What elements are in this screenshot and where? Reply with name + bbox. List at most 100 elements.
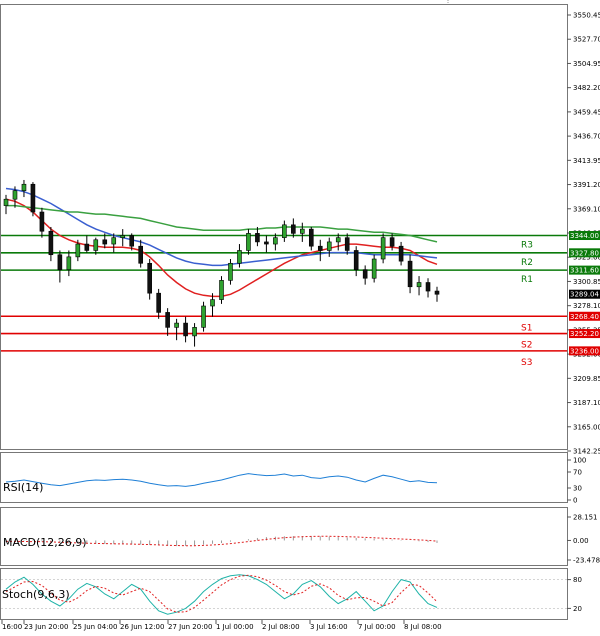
candle-body [398, 245, 404, 262]
time-tick-label: 1 Jul 00:00 [216, 623, 254, 631]
candle-body [183, 322, 188, 337]
level-label-r1: R1 [521, 275, 533, 285]
level-tag-value: 3252.20 [570, 330, 599, 338]
candle [39, 207, 45, 238]
candle-body [291, 224, 296, 234]
price-tick-label: 3278.10 [573, 302, 600, 310]
candle-body [102, 239, 108, 245]
macd-tick-label: -23.478 [573, 557, 600, 565]
stoch-d-line [5, 574, 438, 613]
price-tick-label: 3300.85 [573, 278, 600, 286]
candle-body [174, 322, 179, 328]
price-tick-label: 3413.95 [573, 157, 600, 165]
candle [219, 276, 224, 304]
candle [434, 286, 440, 302]
candle-body [111, 237, 117, 245]
candle-body [84, 243, 90, 251]
candle-body [3, 198, 9, 206]
time-tick-label: 7 Jul 00:00 [358, 623, 396, 631]
rsi-tick-label: 100 [573, 457, 586, 465]
candle-body [120, 235, 126, 238]
stoch-tick-label: 20 [573, 605, 582, 613]
current-price-bg [569, 289, 600, 299]
candle [371, 254, 377, 283]
price-tick-label: 3436.70 [573, 133, 600, 141]
macd-tick-label: 0.00 [573, 537, 589, 545]
candle-body [273, 237, 278, 245]
candle-body [192, 327, 197, 337]
rsi-tick-label: 70 [573, 469, 582, 477]
current-price-tag: 3289.04 [569, 289, 600, 299]
level-tag-value: 3236.00 [570, 347, 599, 355]
candle-body [237, 250, 242, 264]
candle-body [21, 183, 27, 191]
price-tick-label: 3369.10 [573, 205, 600, 213]
candle [57, 250, 63, 283]
candle-body [362, 269, 368, 279]
candle [66, 250, 72, 277]
candle-body [371, 258, 377, 279]
candle [192, 323, 197, 347]
candle-body [66, 256, 72, 270]
level-tag-bg [569, 311, 600, 321]
rsi-tick-label: 0 [573, 497, 577, 505]
time-tick-label: 16:00 [2, 623, 22, 631]
candle [344, 233, 350, 255]
rsi-line [5, 473, 438, 487]
candle-body [129, 235, 135, 247]
candle [317, 239, 323, 262]
macd-panel-frame [0, 507, 568, 566]
price-tick-label: 3323.60 [573, 254, 600, 262]
level-tag-bg [569, 329, 600, 339]
candle [389, 233, 395, 251]
candle-body [165, 312, 170, 328]
candle-body [48, 230, 54, 256]
candle [201, 301, 206, 332]
price-tick-label: 3391.20 [573, 181, 600, 189]
level-tag-value: 3268.40 [570, 313, 599, 321]
moving-average-line-3 [6, 204, 438, 243]
candle [282, 220, 287, 242]
candle-body [434, 290, 440, 295]
candle [129, 233, 135, 251]
time-tick-label: 2 Jul 08:00 [262, 623, 300, 631]
stoch-label: Stoch(9,6,3) [2, 588, 70, 601]
current-price-value: 3289.04 [570, 291, 599, 299]
stoch-panel: 80 20 [1, 574, 582, 615]
candle-body [138, 245, 143, 264]
level-tag-value: 3344.00 [570, 232, 599, 240]
price-panel-frame [0, 4, 568, 450]
candle [416, 276, 422, 296]
candle-body [282, 224, 287, 238]
candle [84, 235, 90, 253]
candle [165, 308, 170, 336]
candle [353, 246, 359, 277]
rsi-label: RSI(14) [3, 481, 43, 494]
candle-body [416, 282, 422, 288]
level-label-s2: S2 [521, 341, 532, 351]
candle-body [407, 260, 413, 288]
level-tag-bg [569, 346, 600, 356]
candle [174, 318, 179, 341]
candle-body [201, 305, 206, 328]
candle-body [380, 237, 386, 260]
candle [156, 288, 161, 319]
macd-tick-label: 28.151 [573, 514, 598, 522]
candle [255, 226, 260, 247]
candle-body [425, 282, 431, 292]
candle-body [75, 243, 81, 258]
candle [210, 293, 215, 317]
candle-body [308, 228, 314, 247]
time-tick-label: 26 Jun 12:00 [120, 623, 164, 631]
candle-body [12, 190, 18, 200]
level-tags: 3344.00 3327.80 3311.60 3268.40 3252.20 3236.… [569, 231, 600, 356]
candle [102, 233, 108, 249]
level-label-s1: S1 [521, 323, 532, 333]
macd-panel: 28.151 0.00 -23.478 [5, 514, 600, 565]
candle [380, 233, 386, 264]
level-tag-bg [569, 231, 600, 241]
level-label-r2: R2 [521, 258, 533, 268]
level-tag-value: 3311.60 [570, 267, 599, 275]
candle-body [326, 241, 332, 251]
